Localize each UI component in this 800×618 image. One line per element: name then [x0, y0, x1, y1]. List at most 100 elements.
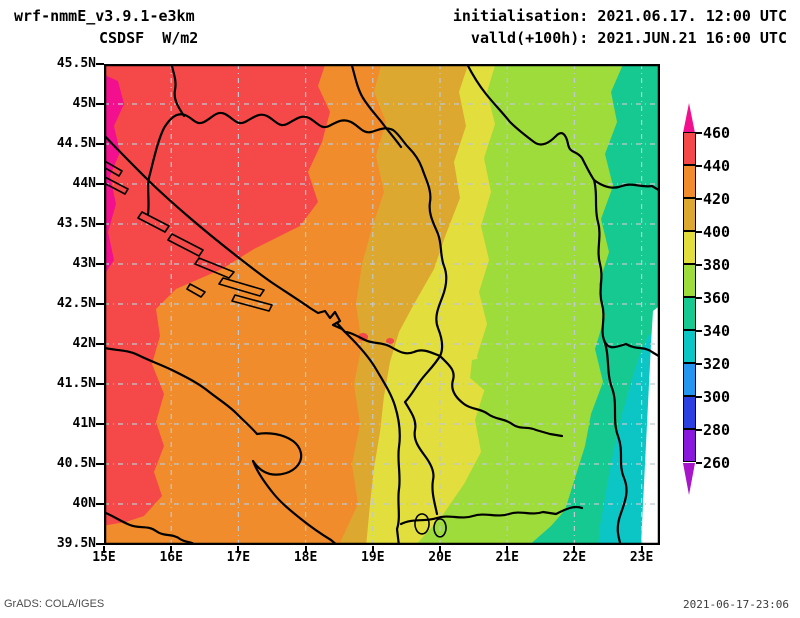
lon-tick [506, 546, 509, 553]
lat-tick [96, 303, 104, 305]
lon-tick-label: 21E [495, 550, 519, 565]
danube-border [349, 60, 403, 149]
shaded-value-bands [102, 62, 662, 547]
lon-tick-label: 18E [293, 550, 318, 565]
lat-tick [96, 543, 104, 545]
colorbar-tick [696, 363, 702, 365]
colorbar-label: 320 [703, 355, 731, 373]
italy-adriatic-coast [99, 345, 340, 548]
lon-tick [103, 546, 105, 553]
colorbar-label: 380 [703, 256, 731, 274]
colorbar-tick [696, 231, 702, 233]
lon-tick-label: 16E [159, 550, 183, 565]
colorbar-over-arrow [683, 103, 695, 133]
colorbar-tick [696, 264, 702, 266]
lat-tick-label: 41N [72, 416, 96, 431]
colorbar-label: 420 [703, 190, 731, 208]
lat-tick-label: 44N [72, 176, 96, 191]
lat-tick [96, 463, 104, 465]
colorbar-label: 360 [703, 289, 731, 307]
forecast-map [99, 60, 664, 548]
colorbar-segment [683, 198, 696, 231]
colorbar-tick [696, 165, 702, 167]
colorbar-segment [683, 264, 696, 297]
lat-tick-label: 43.5N [56, 216, 96, 231]
lat-tick [96, 383, 104, 385]
colorbar-tick [696, 330, 702, 332]
sava-drina-border [146, 111, 448, 358]
bulgaria-greece-border [602, 338, 628, 548]
lat-tick-label: 42N [72, 336, 96, 351]
colorbar-segment [683, 132, 696, 165]
colorbar-segment [683, 396, 696, 429]
colorbar-tick [696, 396, 702, 398]
lon-tick [304, 546, 307, 553]
lat-tick [96, 503, 104, 505]
colorbar-under-arrow [683, 463, 695, 495]
lat-tick-label: 45.5N [56, 56, 96, 71]
colorbar-tick [696, 198, 702, 200]
lat-tick [96, 103, 104, 105]
lat-tick-label: 39.5N [56, 536, 96, 551]
lat-tick-label: 42.5N [56, 296, 96, 311]
lon-tick-label: 15E [92, 550, 116, 565]
lon-tick-label: 22E [562, 550, 587, 565]
greece-border [399, 505, 584, 526]
lat-tick-label: 43N [72, 256, 96, 271]
serbia-bulgaria-border [592, 178, 664, 360]
lat-tick-label: 45N [72, 96, 96, 111]
colorbar-segment [683, 297, 696, 330]
montenegro-north-border [335, 321, 442, 358]
grads-credit: GrADS: COLA/IGES [4, 598, 105, 610]
dalmatian-islands [99, 158, 273, 312]
slovenia-border [169, 60, 186, 118]
ohrid-prespa-lakes [414, 513, 447, 538]
colorbar-tick [696, 297, 702, 299]
colorbar-label: 260 [703, 454, 731, 472]
colorbar-label: 460 [703, 124, 731, 142]
lon-tick [640, 546, 643, 553]
lon-tick [573, 546, 576, 553]
lat-tick [96, 223, 104, 225]
model-title: wrf-nmmE_v3.9.1-e3km [14, 7, 195, 25]
lat-tick-label: 44.5N [56, 136, 96, 151]
lat-tick-label: 40N [72, 496, 96, 511]
lat-tick [96, 143, 104, 145]
lat-tick-label: 40.5N [56, 456, 96, 471]
adriatic-coastline [99, 130, 401, 548]
lat-tick [96, 423, 104, 425]
lat-tick-label: 41.5N [56, 376, 96, 391]
coastlines-and-borders [99, 60, 664, 548]
colorbar-label: 440 [703, 157, 731, 175]
colorbar-segment [683, 363, 696, 396]
lon-tick-label: 19E [361, 550, 385, 565]
italy-tyrrhenian-coast [99, 509, 198, 548]
kosovo-macedonia-border [438, 354, 564, 438]
lon-tick-label: 20E [428, 550, 452, 565]
initialisation-time: initialisation: 2021.06.17. 12:00 UTC [452, 7, 787, 25]
colorbar-label: 400 [703, 223, 731, 241]
plot-timestamp: 2021-06-17-23:06 [683, 598, 789, 611]
colorbar-label: 300 [703, 388, 731, 406]
lon-tick [237, 546, 240, 553]
lon-tick [170, 546, 173, 553]
lon-tick [371, 546, 374, 553]
map-frame [103, 63, 661, 546]
variable-title: CSDSF W/m2 [99, 29, 199, 47]
romania-border [464, 60, 664, 194]
colorbar-tick [696, 132, 702, 134]
colorbar-segment [683, 231, 696, 264]
lat-tick [96, 63, 104, 65]
lat-tick [96, 183, 104, 185]
lat-tick [96, 263, 104, 265]
colorbar-label: 280 [703, 421, 731, 439]
colorbar-label: 340 [703, 322, 731, 340]
montenegro-albania-border [403, 354, 442, 516]
colorbar-tick [696, 462, 702, 464]
lon-tick-label: 23E [629, 550, 654, 565]
colorbar-tick [696, 429, 702, 431]
colorbar-segment [683, 165, 696, 198]
lon-tick [439, 546, 441, 553]
filled-contour-map [99, 60, 664, 548]
